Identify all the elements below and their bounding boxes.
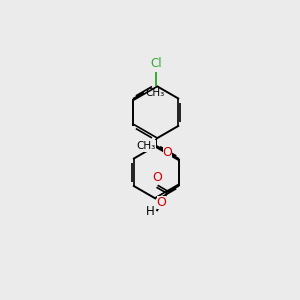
Text: O: O xyxy=(157,196,166,209)
Text: Cl: Cl xyxy=(150,57,162,70)
Text: CH₃: CH₃ xyxy=(146,88,165,98)
Text: O: O xyxy=(163,146,172,159)
Text: H: H xyxy=(146,205,154,218)
Text: O: O xyxy=(152,171,162,184)
Text: CH₃: CH₃ xyxy=(136,141,155,151)
